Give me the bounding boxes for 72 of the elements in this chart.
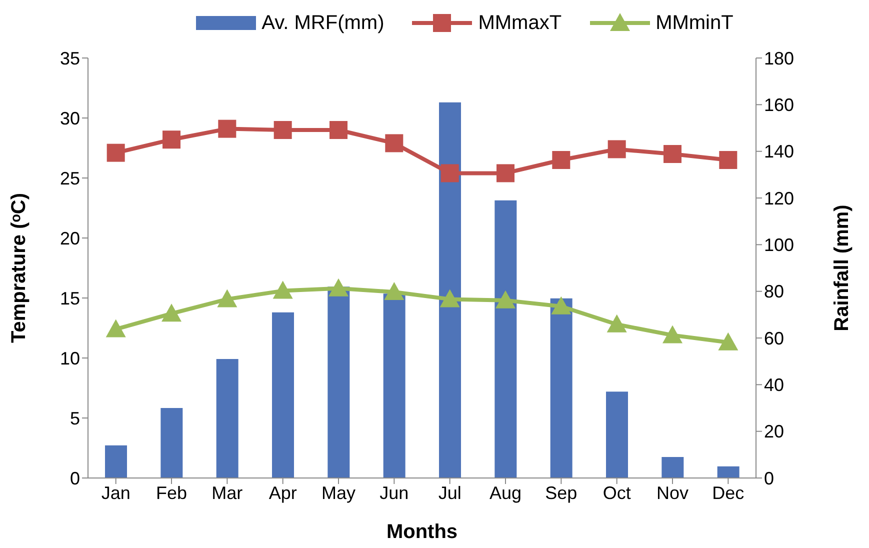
point bbox=[608, 140, 626, 158]
point bbox=[217, 289, 238, 308]
x-tick-label: Aug bbox=[489, 482, 522, 503]
y-tick-label: 0 bbox=[70, 468, 80, 488]
x-tick-label: Dec bbox=[712, 482, 744, 503]
y2-tick-label: 60 bbox=[764, 328, 784, 348]
y-tick-label: 10 bbox=[60, 348, 80, 368]
legend-label: MMminT bbox=[656, 12, 734, 34]
x-tick-label: Mar bbox=[212, 482, 243, 503]
point bbox=[328, 278, 348, 296]
legend-label: Av. MRF(mm) bbox=[262, 12, 384, 34]
point bbox=[274, 121, 292, 139]
bar bbox=[216, 359, 238, 478]
point bbox=[272, 280, 293, 299]
x-tick-label: Apr bbox=[268, 482, 297, 503]
x-tick-label: May bbox=[321, 482, 356, 503]
y2-tick-label: 0 bbox=[764, 468, 774, 488]
bar bbox=[717, 466, 740, 478]
point bbox=[330, 121, 348, 139]
y-tick-label: 15 bbox=[60, 288, 80, 308]
point bbox=[106, 319, 126, 338]
y2-tick-label: 140 bbox=[764, 142, 794, 162]
point bbox=[496, 290, 516, 308]
bar bbox=[105, 445, 127, 478]
y2-axis-title: Rainfall (mm) bbox=[831, 204, 854, 332]
point bbox=[162, 304, 182, 322]
point bbox=[106, 144, 125, 162]
point bbox=[385, 134, 404, 152]
y2-tick-label: 80 bbox=[764, 282, 784, 302]
point bbox=[664, 145, 682, 163]
bar bbox=[550, 298, 572, 478]
point bbox=[551, 296, 572, 314]
y-tick-label: 35 bbox=[60, 48, 80, 68]
point bbox=[718, 332, 738, 350]
bar bbox=[494, 200, 517, 478]
x-tick-label: Sep bbox=[545, 482, 578, 503]
x-axis-title: Months bbox=[386, 521, 458, 543]
point bbox=[606, 314, 627, 332]
y2-tick-label: 100 bbox=[764, 235, 794, 256]
point bbox=[440, 164, 459, 182]
y2-tick-label: 180 bbox=[764, 48, 794, 68]
point bbox=[162, 130, 180, 149]
y-tick-label: 30 bbox=[60, 108, 80, 128]
y-axis-title: Temprature (ᵒC) bbox=[8, 192, 30, 344]
bar bbox=[160, 408, 183, 478]
y2-tick-label: 40 bbox=[764, 375, 784, 396]
x-tick-label: Jun bbox=[380, 482, 409, 503]
y2-tick-label: 160 bbox=[764, 95, 794, 116]
y2-tick-label: 120 bbox=[764, 188, 794, 208]
point bbox=[440, 289, 460, 308]
x-tick-label: Feb bbox=[156, 482, 188, 503]
bar bbox=[328, 286, 350, 478]
bar bbox=[439, 102, 461, 478]
point bbox=[218, 120, 236, 138]
x-tick-label: Nov bbox=[656, 482, 689, 503]
point bbox=[719, 151, 738, 169]
legend-label: MMmaxT bbox=[478, 12, 562, 34]
point bbox=[662, 325, 682, 344]
y-tick-label: 25 bbox=[60, 168, 80, 188]
x-tick-label: Oct bbox=[602, 482, 631, 503]
y-tick-label: 20 bbox=[60, 228, 80, 248]
y-tick-label: 5 bbox=[70, 408, 80, 428]
bar bbox=[272, 312, 294, 478]
point bbox=[496, 164, 514, 182]
bar bbox=[662, 457, 684, 478]
x-tick-label: Jul bbox=[438, 482, 462, 503]
bar bbox=[606, 392, 628, 478]
y2-tick-label: 20 bbox=[764, 422, 784, 442]
bar bbox=[383, 294, 406, 478]
point bbox=[384, 282, 404, 300]
x-tick-label: Jan bbox=[101, 482, 130, 503]
point bbox=[552, 151, 570, 169]
